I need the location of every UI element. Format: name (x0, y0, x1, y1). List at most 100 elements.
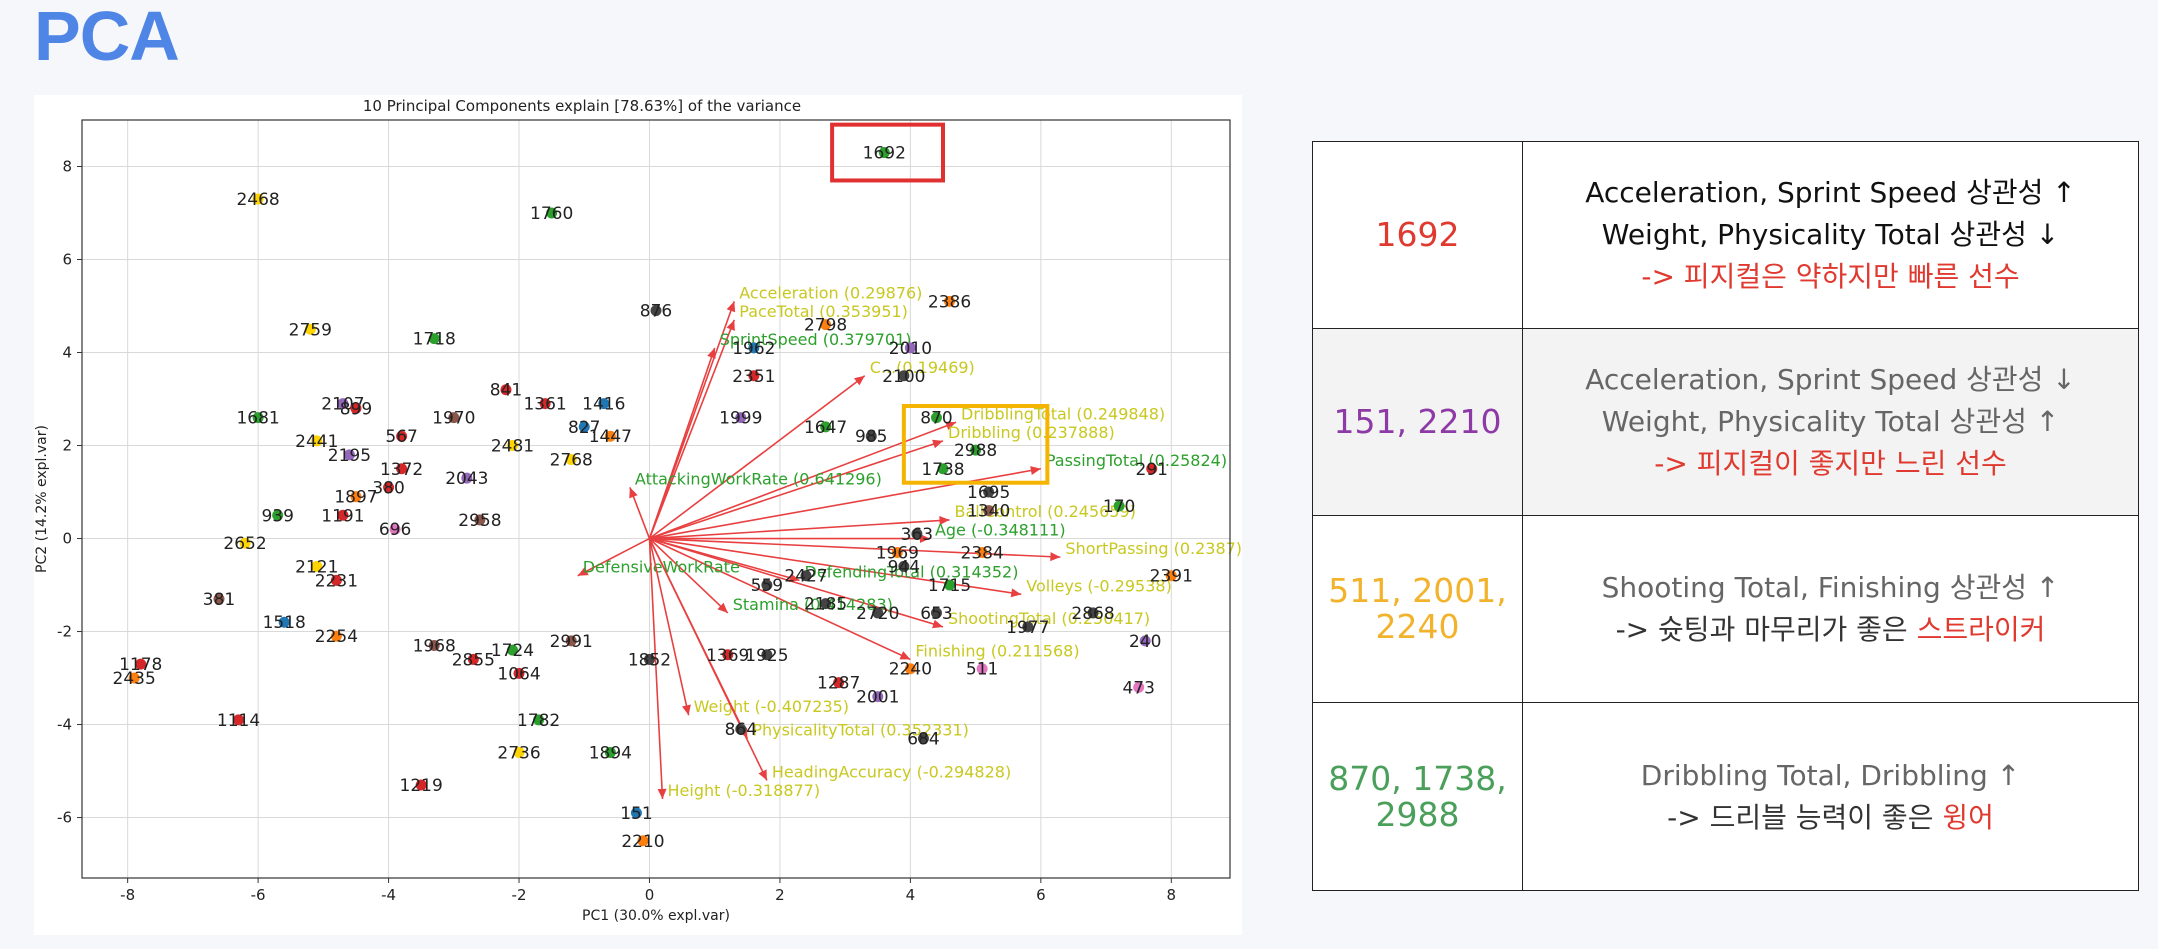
pca-biplot-figure: 10 Principal Components explain [78.63%]… (34, 95, 1242, 935)
data-point (383, 481, 395, 493)
data-point-label: 2185 (804, 595, 847, 615)
x-tick-label: 4 (906, 886, 916, 904)
loading-arrowhead (1010, 588, 1022, 598)
data-point-label: 2720 (856, 604, 899, 624)
loading-arrowhead (1030, 466, 1041, 475)
data-point-label: 2043 (445, 469, 488, 489)
loading-arrow (649, 537, 1022, 596)
data-point (820, 421, 832, 433)
summary-line: Weight, Physicality Total 상관성 ↑ (1602, 401, 2059, 443)
data-point (507, 644, 518, 656)
data-point-label: 2386 (928, 292, 971, 312)
loading-label: Age (-0.348111) (935, 521, 1066, 540)
data-point (898, 560, 910, 572)
data-point-label: 1852 (628, 650, 671, 670)
data-point-label: 291 (1136, 460, 1168, 480)
summary-text: -> 피지컬이 좋지만 느린 선수 (1654, 447, 2007, 480)
y-axis-label: PC2 (14.2% expl.var) (34, 425, 50, 573)
summary-ids: 870, 1738, 2988 (1328, 758, 1507, 834)
data-point (643, 653, 655, 665)
data-point-label: 2759 (289, 320, 332, 340)
data-point-label: 1064 (497, 664, 540, 684)
highlight-box (901, 403, 1050, 485)
summary-line: Acceleration, Sprint Speed 상관성 ↓ (1585, 359, 2076, 401)
data-point-label: 1760 (530, 204, 573, 224)
data-point (500, 384, 512, 396)
data-point-label: 1894 (589, 743, 632, 763)
data-point-label: 653 (920, 604, 952, 624)
data-point (891, 546, 903, 558)
data-point-label: 2468 (236, 190, 279, 210)
data-point-label: 363 (901, 525, 933, 545)
data-point-label: 1969 (876, 543, 919, 563)
data-point (350, 402, 362, 414)
data-point (630, 807, 642, 819)
highlight-box (830, 122, 946, 183)
y-tick-label: 4 (62, 344, 72, 362)
data-point-label: 1219 (400, 776, 443, 796)
plot-frame (81, 119, 1231, 879)
data-point-label: 2195 (328, 446, 371, 466)
data-point (930, 412, 942, 424)
loading-arrowhead (629, 487, 638, 499)
data-point (272, 509, 284, 521)
data-point-label: 2384 (961, 543, 1004, 563)
data-point (976, 546, 988, 558)
data-point-label: 1999 (719, 409, 762, 429)
page-title: PCA (34, 0, 180, 75)
data-point-label: 1718 (413, 330, 456, 350)
data-point-label: 2868 (1071, 604, 1114, 624)
summary-line: -> 피지컬은 약하지만 빠른 선수 (1641, 256, 2019, 298)
data-point (800, 570, 812, 582)
data-point-label: 2958 (458, 511, 501, 531)
data-point (396, 430, 408, 442)
data-point-label: 1681 (236, 409, 279, 429)
data-point (565, 635, 577, 647)
loading-arrowhead (577, 567, 589, 576)
data-point (1139, 635, 1151, 647)
data-point (533, 714, 545, 726)
loading-arrowhead (758, 769, 767, 781)
data-point (944, 295, 956, 307)
data-point-label: 1178 (119, 655, 162, 675)
summary-ids-cell: 1692 (1313, 142, 1523, 329)
data-point (311, 560, 323, 572)
data-point-label: 1738 (921, 460, 964, 480)
loading-label: Dribbling (0.237888) (948, 423, 1115, 442)
loading-label: HeadingAccuracy (-0.294828) (772, 762, 1011, 781)
data-point (604, 746, 616, 758)
loading-arrow (577, 537, 650, 577)
data-point (1022, 621, 1034, 633)
loading-arrow (649, 537, 1061, 558)
loading-label: Acceleration (0.29876) (739, 283, 922, 302)
data-point (748, 370, 760, 382)
data-point (898, 370, 910, 382)
data-point (513, 746, 525, 758)
data-point (904, 663, 916, 675)
data-point-label: 2100 (882, 367, 925, 387)
loading-arrowhead (854, 375, 865, 386)
loading-arrow (648, 537, 729, 614)
data-point (1087, 607, 1099, 619)
x-tick-label: 8 (1167, 886, 1177, 904)
summary-text: Weight, Physicality Total 상관성 ↓ (1601, 218, 2060, 251)
x-tick-label: -6 (251, 886, 266, 904)
summary-ids-cell: 870, 1738, 2988 (1313, 703, 1523, 890)
data-point-label: 2427 (784, 567, 827, 587)
loading-arrow (649, 537, 800, 582)
summary-text: -> 피지컬은 약하지만 빠른 선수 (1641, 260, 2020, 293)
summary-text: Dribbling Total, Dribbling ↑ (1640, 758, 2021, 792)
data-point (507, 440, 518, 452)
loading-arrow (648, 538, 768, 781)
data-point-label: 1447 (589, 427, 632, 447)
data-point (976, 663, 988, 675)
data-point-label: 1340 (967, 502, 1010, 522)
data-point (461, 472, 473, 484)
loading-label: PhysicalityTotal (0.352331) (752, 720, 969, 739)
loading-arrowhead (726, 319, 735, 331)
data-point-label: 2010 (889, 339, 932, 359)
chart-title: 10 Principal Components explain [78.63%]… (363, 97, 801, 115)
data-point-label: 559 (751, 576, 783, 596)
loading-arrow (649, 440, 944, 540)
summary-text: -> 슛팅과 마무리가 좋은 (1615, 613, 1917, 646)
